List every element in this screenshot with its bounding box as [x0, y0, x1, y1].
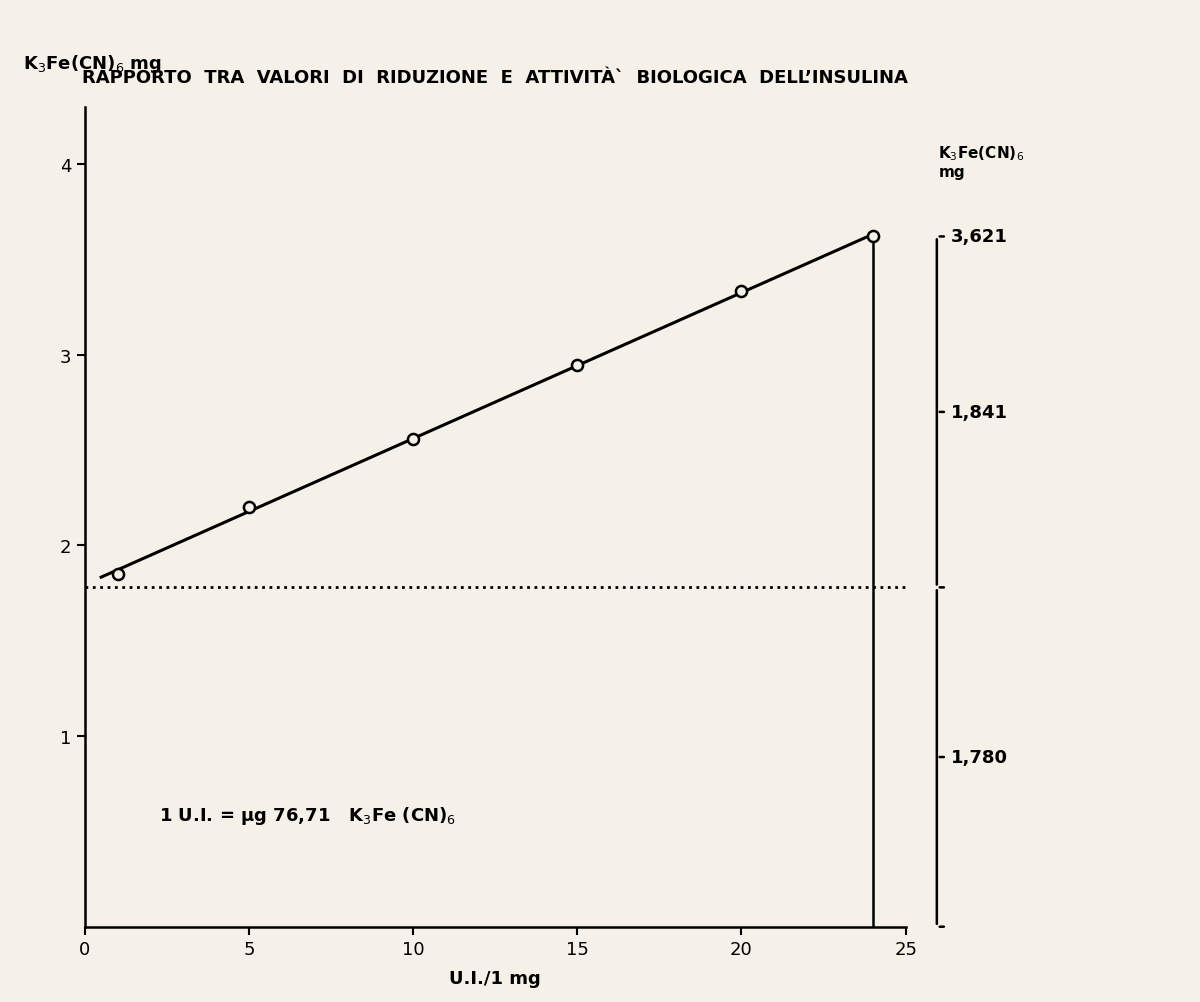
Title: RAPPORTO  TRA  VALORI  DI  RIDUZIONE  E  ATTIVITÀ`  BIOLOGICA  DELL’INSULINA: RAPPORTO TRA VALORI DI RIDUZIONE E ATTIV… [83, 69, 908, 87]
Text: 1,780: 1,780 [950, 748, 1008, 767]
Text: K$_3$Fe(CN)$_6$ mg: K$_3$Fe(CN)$_6$ mg [23, 53, 162, 75]
Text: 1,841: 1,841 [950, 404, 1008, 422]
Text: 1 U.I. = μg 76,71   K$_3$Fe (CN)$_6$: 1 U.I. = μg 76,71 K$_3$Fe (CN)$_6$ [158, 805, 456, 827]
X-axis label: U.I./1 mg: U.I./1 mg [449, 969, 541, 987]
Text: 3,621: 3,621 [950, 228, 1008, 246]
Text: K$_3$Fe(CN)$_6$
mg: K$_3$Fe(CN)$_6$ mg [938, 144, 1025, 180]
